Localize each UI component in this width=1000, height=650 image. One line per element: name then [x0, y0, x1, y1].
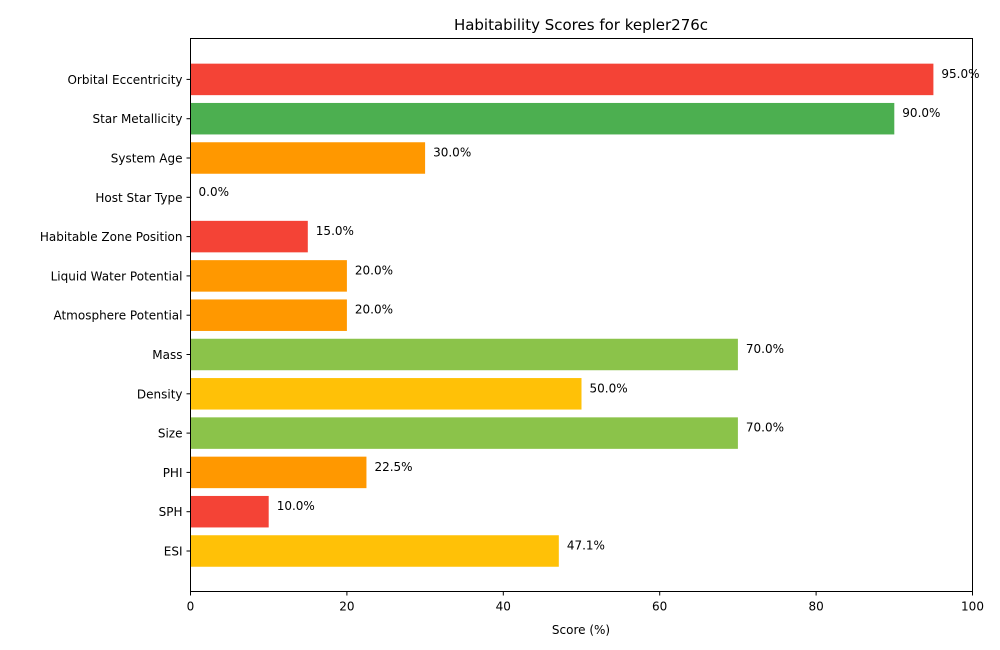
value-label: 15.0% — [316, 224, 354, 238]
bar-atmosphere-potential — [190, 299, 347, 331]
y-tick-label: Host Star Type — [95, 191, 182, 205]
value-label: 70.0% — [746, 342, 784, 356]
value-label: 47.1% — [567, 539, 605, 553]
value-label: 95.0% — [941, 67, 979, 81]
bar-liquid-water-potential — [190, 260, 347, 292]
y-tick-label: Size — [158, 427, 183, 441]
bar-phi — [190, 456, 367, 489]
bar-density — [190, 378, 582, 410]
bar-habitable-zone-position — [190, 220, 308, 253]
x-tick-label: 80 — [808, 600, 823, 614]
bars-group — [190, 63, 934, 567]
value-label: 20.0% — [355, 303, 393, 317]
value-label: 70.0% — [746, 421, 784, 435]
bar-sph — [190, 495, 269, 528]
y-tick-label: Habitable Zone Position — [40, 230, 183, 244]
x-tick-label: 0 — [187, 600, 195, 614]
y-tick-label: Star Metallicity — [93, 112, 183, 126]
bar-system-age — [190, 142, 426, 174]
value-labels: 47.1% 10.0% 22.5% 70.0% 50.0% 70.0% 20.0% 20.0%… — [199, 67, 980, 553]
bar-mass — [190, 338, 738, 371]
bar-esi — [190, 535, 559, 567]
value-label: 50.0% — [590, 381, 628, 395]
bar-size — [190, 417, 738, 449]
x-tick-label: 40 — [496, 600, 511, 614]
x-tick-label: 100 — [961, 600, 984, 614]
y-tick-label: ESI — [164, 545, 183, 559]
value-label: 30.0% — [433, 146, 471, 160]
value-label: 10.0% — [277, 499, 315, 513]
y-tick-labels: ESI SPH PHI Size Density Mass Atmosphere Poten… — [40, 73, 191, 559]
plot-frame — [190, 38, 973, 592]
y-tick-label: SPH — [159, 505, 183, 519]
value-label: 22.5% — [374, 460, 412, 474]
x-tick-label: 60 — [652, 600, 667, 614]
y-tick-label: PHI — [163, 466, 183, 480]
value-label: 20.0% — [355, 263, 393, 277]
bar-star-metallicity — [190, 102, 895, 135]
y-tick-label: Mass — [152, 348, 182, 362]
y-tick-label: System Age — [111, 152, 183, 166]
y-tick-label: Atmosphere Potential — [53, 309, 182, 323]
x-axis-label: Score (%) — [552, 623, 610, 637]
y-tick-label: Liquid Water Potential — [51, 269, 183, 283]
bar-orbital-eccentricity — [190, 63, 934, 96]
y-tick-label: Density — [137, 387, 183, 401]
x-ticks: 0 20 40 60 80 100 — [187, 591, 984, 614]
y-tick-label: Orbital Eccentricity — [67, 73, 182, 87]
value-label: 0.0% — [199, 185, 230, 199]
x-tick-label: 20 — [339, 600, 354, 614]
chart-title: Habitability Scores for kepler276c — [454, 16, 708, 34]
value-label: 90.0% — [902, 106, 940, 120]
